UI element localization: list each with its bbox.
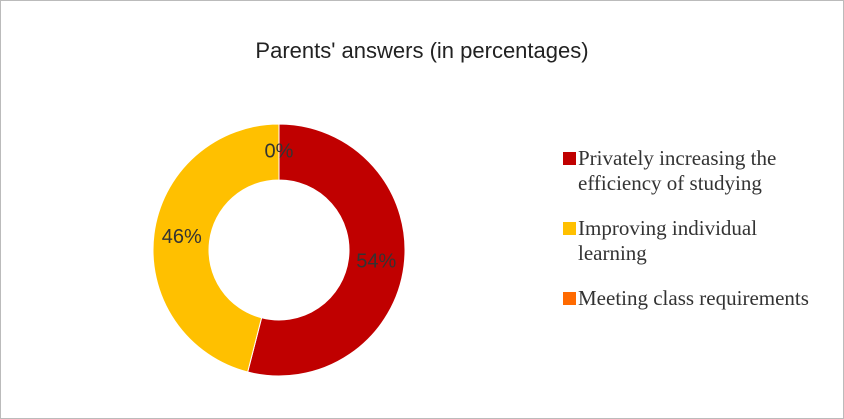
- legend-swatch: [563, 292, 576, 305]
- legend-swatch: [563, 152, 576, 165]
- legend-swatch: [563, 222, 576, 235]
- data-label: 54%: [356, 251, 396, 273]
- data-label: 46%: [162, 226, 202, 248]
- data-label: 0%: [265, 140, 294, 162]
- legend-entry: Improving individual learning: [563, 216, 823, 266]
- legend-label: Privately increasing the efficiency of s…: [578, 146, 777, 195]
- legend-label: Improving individual learning: [578, 216, 758, 265]
- legend-entry: Meeting class requirements: [563, 286, 823, 311]
- donut-slice: [247, 123, 406, 377]
- legend-label: Meeting class requirements: [578, 286, 809, 310]
- donut-slice: [152, 123, 280, 373]
- chart-title: Parents' answers (in percentages): [255, 38, 588, 63]
- legend: Privately increasing the efficiency of s…: [563, 146, 823, 331]
- legend-entry: Privately increasing the efficiency of s…: [563, 146, 823, 196]
